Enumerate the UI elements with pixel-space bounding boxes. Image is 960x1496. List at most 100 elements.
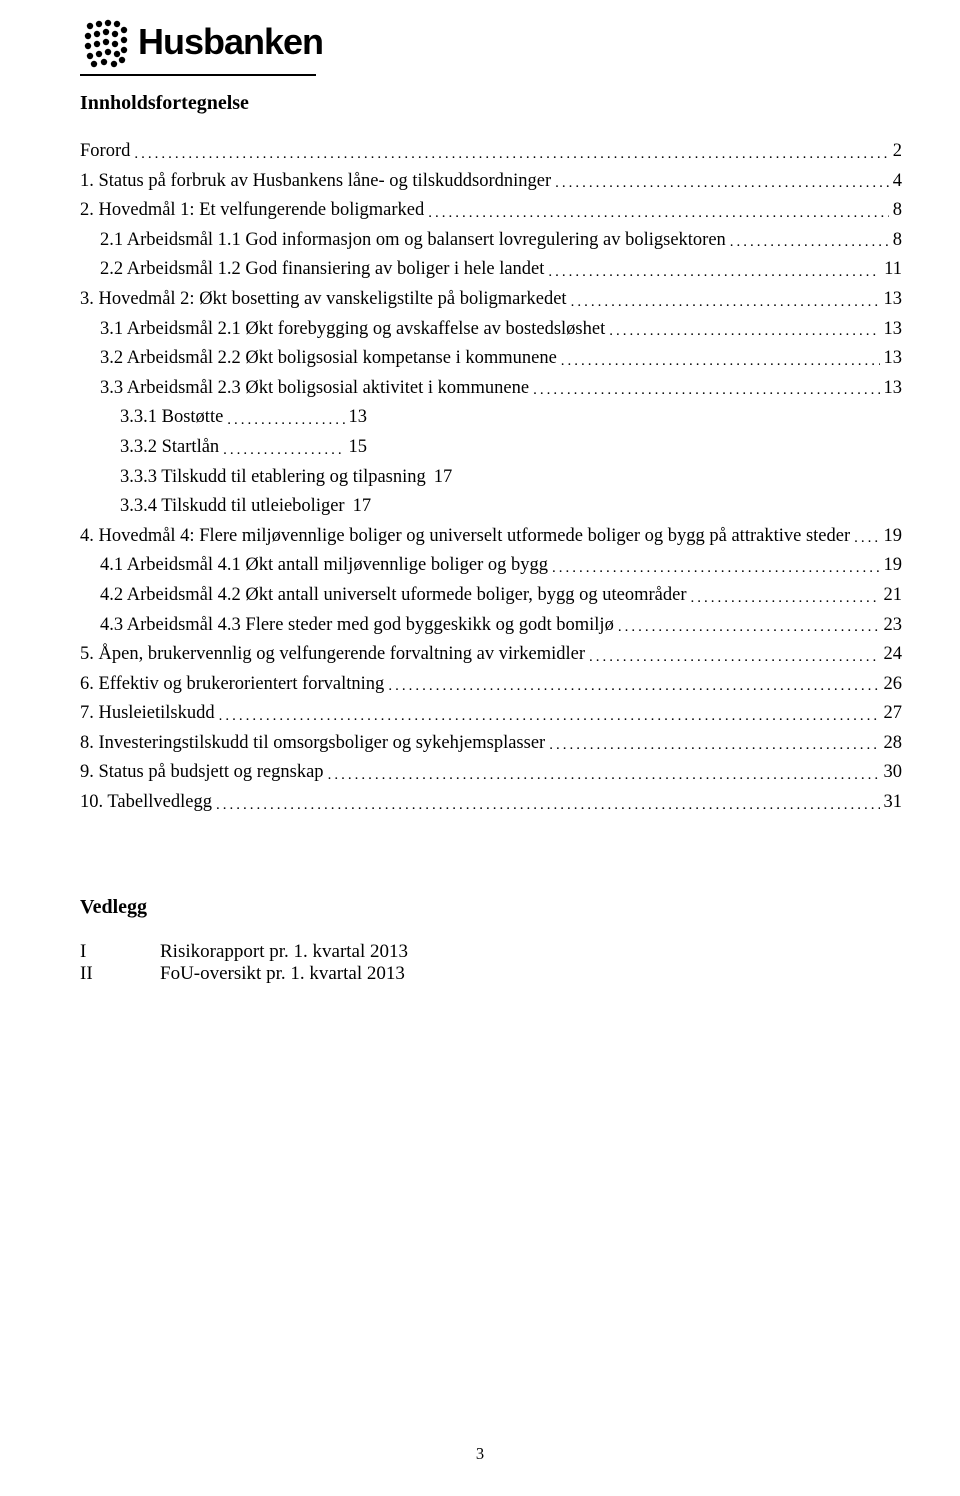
toc-entry[interactable]: 4.2 Arbeidsmål 4.2 Økt antall universelt… [80, 581, 902, 611]
appendix-text: Risikorapport pr. 1. kvartal 2013 [160, 941, 408, 963]
toc-entry-page: 2 [893, 137, 902, 167]
toc-leader [730, 226, 889, 256]
logo-underline [80, 74, 316, 76]
toc-entry[interactable]: 4. Hovedmål 4: Flere miljøvennlige bolig… [80, 522, 902, 552]
toc-entry[interactable]: 3. Hovedmål 2: Økt bosetting av vanskeli… [80, 285, 902, 315]
toc-entry-page: 11 [884, 255, 902, 285]
page: Husbanken Innholdsfortegnelse Forord 2 1. … [0, 0, 960, 1496]
toc-entry-label: 4.3 Arbeidsmål 4.3 Flere steder med god … [100, 611, 614, 641]
toc-entry-page: 24 [884, 640, 903, 670]
toc-entry-page: 28 [884, 729, 903, 759]
appendix-row: IIFoU-oversikt pr. 1. kvartal 2013 [80, 963, 902, 985]
toc-entry[interactable]: Forord 2 [80, 137, 902, 167]
toc-entry-label: 10. Tabellvedlegg [80, 788, 212, 818]
toc-leader [589, 640, 880, 670]
toc-entry[interactable]: 9. Status på budsjett og regnskap30 [80, 758, 902, 788]
toc-leader [549, 729, 879, 759]
toc-entry[interactable]: 3.3.4 Tilskudd til utleieboliger 17 [80, 492, 902, 522]
toc-entry-label: 3.1 Arbeidsmål 2.1 Økt forebygging og av… [100, 315, 605, 345]
toc-leader [854, 522, 879, 552]
toc-leader [216, 788, 880, 818]
toc-leader [552, 551, 879, 581]
toc-leader [428, 196, 889, 226]
toc-leader [618, 611, 880, 641]
toc-entry-page: 17 [434, 463, 453, 493]
toc-entry-label: 9. Status på budsjett og regnskap [80, 758, 324, 788]
toc-entry-label: 3.3.4 Tilskudd til utleieboliger [120, 492, 345, 522]
toc-entry[interactable]: 6. Effektiv og brukerorientert forvaltni… [80, 670, 902, 700]
toc-leader [571, 285, 880, 315]
appendix-text: FoU-oversikt pr. 1. kvartal 2013 [160, 963, 405, 985]
toc-entry[interactable]: 3.1 Arbeidsmål 2.1 Økt forebygging og av… [80, 315, 902, 345]
logo: Husbanken [80, 14, 902, 70]
toc-leader [328, 758, 880, 788]
toc-leader [561, 344, 880, 374]
toc-entry-label: 4.1 Arbeidsmål 4.1 Økt antall miljøvennl… [100, 551, 548, 581]
toc-entry-page: 13 [884, 315, 903, 345]
toc-entry[interactable]: 4.1 Arbeidsmål 4.1 Økt antall miljøvennl… [80, 551, 902, 581]
toc-leader [388, 670, 879, 700]
toc-leader [227, 403, 344, 433]
toc: Forord 2 1. Status på forbruk av Husbanken… [80, 137, 902, 818]
toc-leader [609, 315, 879, 345]
toc-entry[interactable]: 3.3.3 Tilskudd til etablering og tilpasn… [80, 463, 902, 493]
page-number: 3 [0, 1444, 960, 1464]
appendix-row: IRisikorapport pr. 1. kvartal 2013 [80, 941, 902, 963]
toc-leader [555, 167, 889, 197]
toc-entry[interactable]: 3.3 Arbeidsmål 2.3 Økt boligsosial aktiv… [80, 374, 902, 404]
toc-entry-page: 4 [893, 167, 902, 197]
logo-wordmark: Husbanken [138, 18, 368, 66]
toc-heading: Innholdsfortegnelse [80, 92, 902, 115]
toc-leader [691, 581, 880, 611]
toc-entry-label: 2.1 Arbeidsmål 1.1 God informasjon om og… [100, 226, 726, 256]
toc-entry[interactable]: 7. Husleietilskudd 27 [80, 699, 902, 729]
toc-entry[interactable]: 3.3.2 Startlån15 [80, 433, 902, 463]
toc-entry-page: 23 [884, 611, 903, 641]
toc-leader [548, 255, 880, 285]
toc-entry-label: 7. Husleietilskudd [80, 699, 215, 729]
logo-mark-icon [80, 16, 132, 68]
toc-entry-label: 3.2 Arbeidsmål 2.2 Økt boligsosial kompe… [100, 344, 557, 374]
toc-entry-page: 21 [884, 581, 903, 611]
toc-entry[interactable]: 10. Tabellvedlegg 31 [80, 788, 902, 818]
toc-entry[interactable]: 3.2 Arbeidsmål 2.2 Økt boligsosial kompe… [80, 344, 902, 374]
appendix-heading: Vedlegg [80, 896, 902, 919]
toc-entry-page: 8 [893, 226, 902, 256]
toc-entry-page: 8 [893, 196, 902, 226]
svg-text:Husbanken: Husbanken [138, 21, 323, 62]
toc-entry-label: Forord [80, 137, 130, 167]
toc-entry-label: 8. Investeringstilskudd til omsorgsbolig… [80, 729, 545, 759]
toc-leader [219, 699, 880, 729]
toc-entry[interactable]: 8. Investeringstilskudd til omsorgsbolig… [80, 729, 902, 759]
toc-entry-page: 19 [884, 522, 903, 552]
toc-entry-label: 5. Åpen, brukervennlig og velfungerende … [80, 640, 585, 670]
toc-leader [533, 374, 879, 404]
toc-entry[interactable]: 2. Hovedmål 1: Et velfungerende boligmar… [80, 196, 902, 226]
appendix-key: II [80, 963, 160, 985]
toc-entry-page: 27 [884, 699, 903, 729]
toc-entry-page: 31 [884, 788, 903, 818]
toc-entry-label: 3. Hovedmål 2: Økt bosetting av vanskeli… [80, 285, 567, 315]
toc-entry-page: 15 [349, 433, 368, 463]
toc-entry[interactable]: 2.1 Arbeidsmål 1.1 God informasjon om og… [80, 226, 902, 256]
toc-entry-page: 13 [884, 374, 903, 404]
toc-entry-label: 2. Hovedmål 1: Et velfungerende boligmar… [80, 196, 424, 226]
toc-entry[interactable]: 1. Status på forbruk av Husbankens låne-… [80, 167, 902, 197]
toc-entry-label: 4. Hovedmål 4: Flere miljøvennlige bolig… [80, 522, 850, 552]
toc-entry-page: 13 [884, 344, 903, 374]
toc-leader [223, 433, 344, 463]
toc-entry-label: 6. Effektiv og brukerorientert forvaltni… [80, 670, 384, 700]
toc-entry-label: 2.2 Arbeidsmål 1.2 God finansiering av b… [100, 255, 544, 285]
toc-entry[interactable]: 3.3.1 Bostøtte13 [80, 403, 902, 433]
toc-entry-label: 1. Status på forbruk av Husbankens låne-… [80, 167, 551, 197]
toc-entry[interactable]: 5. Åpen, brukervennlig og velfungerende … [80, 640, 902, 670]
toc-entry-page: 17 [353, 492, 372, 522]
toc-entry[interactable]: 2.2 Arbeidsmål 1.2 God finansiering av b… [80, 255, 902, 285]
toc-entry-page: 26 [884, 670, 903, 700]
toc-entry-page: 19 [884, 551, 903, 581]
toc-leader [134, 137, 888, 167]
toc-entry[interactable]: 4.3 Arbeidsmål 4.3 Flere steder med god … [80, 611, 902, 641]
toc-entry-page: 13 [349, 403, 368, 433]
toc-entry-label: 3.3.3 Tilskudd til etablering og tilpasn… [120, 463, 426, 493]
appendix-key: I [80, 941, 160, 963]
